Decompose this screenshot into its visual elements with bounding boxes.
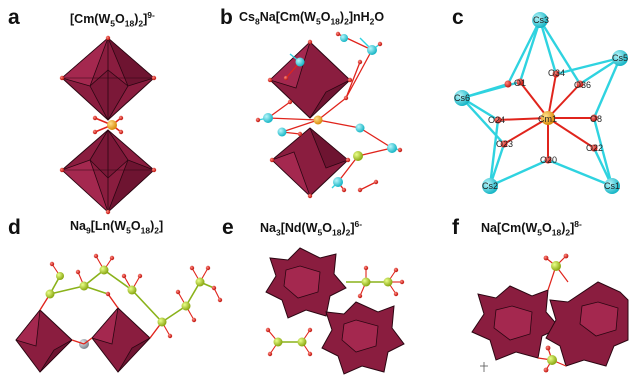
cesium-atom: [263, 113, 273, 123]
atom-label-cs3: Cs3: [533, 15, 549, 25]
polyhedron: [39, 339, 73, 373]
atom-label-o24: O24: [488, 115, 505, 125]
sodium-atom: [56, 272, 64, 280]
atom-label-o34: O34: [548, 68, 565, 78]
polyhedron: [309, 127, 349, 169]
sodium-atom: [353, 151, 363, 161]
cesium-atom: [367, 45, 377, 55]
polyhedron: [61, 159, 109, 213]
panel-a-letter: a: [8, 6, 20, 29]
panel-d-title: Na9[Ln(W5O18)2]: [70, 219, 164, 236]
panel-b-title: Cs8Na[Cm(W5O18)2]nH2O: [239, 10, 385, 27]
polyhedron: [107, 37, 155, 87]
cesium-atom: [295, 57, 305, 67]
cesium-atom: [532, 12, 548, 28]
sodium-atom: [79, 281, 89, 291]
panel-f-structure: [471, 253, 629, 373]
panel-d-structure: [15, 253, 223, 373]
polyhedron: [89, 129, 129, 179]
polyhedron: [107, 159, 155, 213]
panel-a-title: [Cm(W5O18)2]9-: [70, 10, 155, 29]
curium-atom: [313, 115, 323, 125]
sodium-atom: [547, 355, 557, 365]
atom-label-cm1: Cm1: [538, 114, 557, 124]
panel-e-letter: e: [222, 216, 234, 239]
atom-label-o1: O1: [514, 78, 526, 88]
sodium-atom: [45, 289, 55, 299]
curium-atom: [107, 120, 117, 130]
sodium-atom: [157, 317, 167, 327]
cesium-atom: [482, 178, 498, 194]
panel-a-structure: [59, 35, 157, 215]
atom-label-cs5: Cs5: [612, 53, 628, 63]
panel-e-structure: [265, 247, 405, 375]
axis-indicator: [480, 362, 488, 372]
polyhedron: [309, 79, 351, 119]
sodium-atom: [99, 265, 109, 275]
panel-f-letter: f: [452, 216, 459, 239]
sodium-atom: [181, 301, 191, 311]
polyhedron: [271, 151, 311, 197]
cesium-atom: [604, 178, 620, 194]
atom-label-cs2: Cs2: [482, 181, 498, 191]
sodium-atom: [127, 285, 137, 295]
panel-b-structure: [255, 31, 403, 199]
panel-e-title: Na3[Nd(W5O18)2]6-: [260, 219, 363, 238]
atom-label-o36: O36: [574, 80, 591, 90]
panel-f-title: Na[Cm(W5O18)2]8-: [481, 219, 582, 238]
cesium-atom: [387, 143, 397, 153]
sodium-atom: [297, 337, 307, 347]
cesium-atom: [333, 177, 343, 187]
curium-atom: [541, 111, 555, 125]
sodium-atom: [361, 277, 371, 287]
atom-label-o8: O8: [590, 114, 602, 124]
atom-label-o20: O20: [540, 155, 557, 165]
sodium-atom: [383, 277, 393, 287]
atom-label-cs6: Cs6: [454, 93, 470, 103]
polyhedron: [15, 308, 41, 347]
cesium-atom: [340, 34, 348, 42]
polyhedron: [61, 37, 109, 87]
cesium-atom: [454, 90, 470, 106]
cesium-atom: [355, 123, 365, 133]
sodium-atom: [195, 277, 205, 287]
cesium-atom: [277, 127, 287, 137]
panel-b-letter: b: [220, 6, 233, 29]
panel-c-structure: Cs3 Cs5 Cs6 Cs2 Cs1 Cm1 O1 O34 O36 O24 O…: [454, 12, 628, 194]
polyhedron: [89, 69, 129, 121]
atom-label-cs1: Cs1: [604, 181, 620, 191]
cesium-atom: [612, 50, 628, 66]
polyhedron: [117, 337, 151, 373]
panel-d-letter: d: [8, 216, 21, 239]
atom-label-o22: O22: [586, 143, 603, 153]
sodium-atom: [273, 337, 283, 347]
sodium-atom: [551, 261, 561, 271]
panel-c-letter: c: [452, 6, 464, 29]
polyhedron: [91, 306, 119, 345]
atom-label-o23: O23: [496, 139, 513, 149]
